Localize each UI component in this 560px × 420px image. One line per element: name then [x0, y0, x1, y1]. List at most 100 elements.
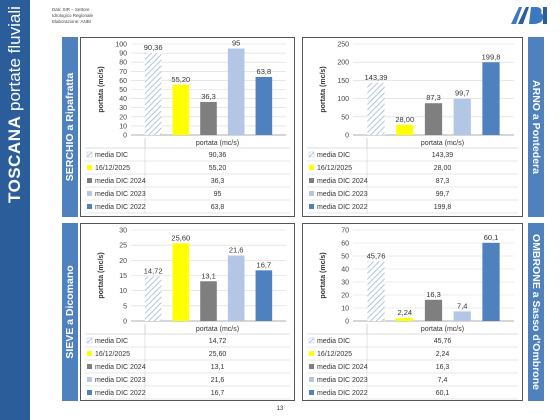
bar	[482, 242, 500, 321]
legend-entry: media DIC 2022	[317, 204, 368, 211]
table-value: 16,3	[436, 364, 450, 371]
bar	[424, 299, 443, 321]
y-tick-label: 20	[119, 258, 127, 265]
bar-chart: 0 50 100 150 200 250 portata (mc/s) 143,39 28,00…	[307, 42, 518, 214]
legend-swatch	[87, 204, 92, 209]
legend-entry: media DIC	[95, 152, 128, 159]
table-value: 36,3	[211, 178, 225, 185]
station-name: SIEVE a Dicomano	[64, 265, 76, 359]
bar	[424, 103, 443, 135]
source-line: Idrologico Regionale	[52, 13, 94, 18]
chart-panel: 0 50 100 150 200 250 portata (mc/s) 143,39 28,00…	[302, 37, 523, 217]
legend-entry: media DIC	[317, 338, 350, 345]
table-value: 16,7	[211, 390, 225, 397]
legend-swatch	[308, 151, 315, 158]
y-axis-title: portata (mc/s)	[98, 66, 105, 112]
bar	[453, 311, 471, 321]
y-tick-label: 30	[341, 280, 349, 287]
station-label: SIEVE a Dicomano	[62, 223, 78, 401]
data-label: 25,60	[171, 233, 190, 242]
legend-entry: 16/12/2025	[317, 165, 352, 172]
legend-entry: media DIC 2022	[95, 204, 146, 211]
table-value: 199,8	[434, 204, 452, 211]
table-value: 13,1	[211, 364, 225, 371]
y-tick-label: 40	[341, 267, 349, 274]
station-label: SERCHIO a Ripafratta	[62, 37, 78, 217]
table-value: 14,72	[209, 338, 227, 345]
y-tick-label: 90	[119, 51, 127, 58]
data-label: 36,3	[201, 92, 216, 101]
legend-entry: media DIC 2023	[317, 191, 368, 198]
y-tick-label: 60	[341, 241, 349, 248]
data-label: 143,39	[365, 73, 388, 82]
data-label: 16,7	[257, 260, 272, 269]
data-label: 55,20	[171, 75, 190, 84]
y-tick-label: 25	[119, 243, 127, 250]
data-label: 14,72	[144, 266, 163, 275]
bar	[367, 261, 385, 321]
data-label: 60,1	[484, 233, 499, 242]
data-label: 63,8	[257, 67, 272, 76]
bar	[172, 84, 190, 135]
y-tick-label: 30	[119, 105, 127, 112]
legend-entry: media DIC 2023	[317, 377, 368, 384]
y-tick-label: 10	[341, 306, 349, 313]
legend-swatch	[309, 178, 314, 183]
x-axis-title: portata (mc/s)	[196, 140, 239, 147]
table-value: 143,39	[432, 152, 454, 159]
bar	[255, 270, 273, 321]
table-value: 28,00	[434, 165, 452, 172]
y-axis-title: portata (mc/s)	[98, 252, 105, 298]
legend-entry: media DIC 2024	[317, 364, 368, 371]
y-tick-label: 50	[119, 87, 127, 94]
table-value: 90,36	[209, 152, 227, 159]
data-label: 28,00	[395, 115, 414, 124]
page-number: 13	[276, 406, 284, 412]
x-axis-title: portata (mc/s)	[421, 326, 464, 333]
table-value: 25,60	[209, 351, 227, 358]
y-tick-label: 15	[119, 273, 127, 280]
y-tick-label: 0	[345, 133, 349, 140]
legend-swatch	[309, 165, 314, 170]
y-tick-label: 20	[119, 114, 127, 121]
y-tick-label: 20	[341, 293, 349, 300]
bar	[396, 318, 414, 321]
y-tick-label: 10	[119, 288, 127, 295]
y-tick-label: 60	[119, 78, 127, 85]
y-tick-label: 200	[337, 60, 349, 67]
table-value: 21,6	[211, 377, 225, 384]
data-label: 99,7	[455, 89, 470, 98]
y-tick-label: 50	[341, 254, 349, 261]
bar	[200, 281, 217, 321]
y-tick-label: 50	[341, 114, 349, 121]
bar	[255, 76, 273, 135]
legend-swatch	[309, 390, 314, 395]
table-value: 87,3	[436, 178, 450, 185]
bar	[172, 243, 190, 321]
bar	[144, 52, 162, 135]
bar-chart: 0 5 10 15 20 25 30 portata (mc/s) 14,72 25,60 13,1…	[85, 228, 290, 400]
bar-chart: 0 10 20 30 40 50 60 70 80 90 100 portata (mc/s) 90,3…	[85, 39, 290, 214]
y-tick-label: 30	[119, 228, 127, 235]
bar-chart: 0 10 20 30 40 50 60 70 portata (mc/s) 45,76 2,24 16…	[307, 228, 518, 400]
y-tick-label: 0	[123, 133, 127, 140]
legend-entry: media DIC 2023	[95, 191, 146, 198]
legend-entry: media DIC 2024	[317, 178, 368, 185]
y-tick-label: 250	[337, 42, 349, 49]
legend-entry: 16/12/2025	[317, 351, 352, 358]
y-tick-label: 0	[123, 319, 127, 326]
legend-entry: media DIC 2022	[95, 390, 146, 397]
chart-panel: 0 5 10 15 20 25 30 portata (mc/s) 14,72 25,60 13,1…	[80, 223, 295, 401]
source-line: Elaborazione: ANBI	[52, 19, 92, 24]
table-value: 60,1	[436, 390, 450, 397]
table-value: 95	[214, 191, 222, 198]
bar	[227, 255, 245, 321]
data-label: 13,1	[201, 271, 216, 280]
legend-entry: media DIC 2024	[95, 178, 146, 185]
page-title: TOSCANA portate fluviali	[5, 6, 24, 203]
data-label: 21,6	[229, 245, 244, 254]
legend-entry: media DIC 2022	[317, 390, 368, 397]
legend-swatch	[87, 178, 92, 183]
y-tick-label: 80	[119, 60, 127, 67]
legend-swatch	[87, 165, 92, 170]
